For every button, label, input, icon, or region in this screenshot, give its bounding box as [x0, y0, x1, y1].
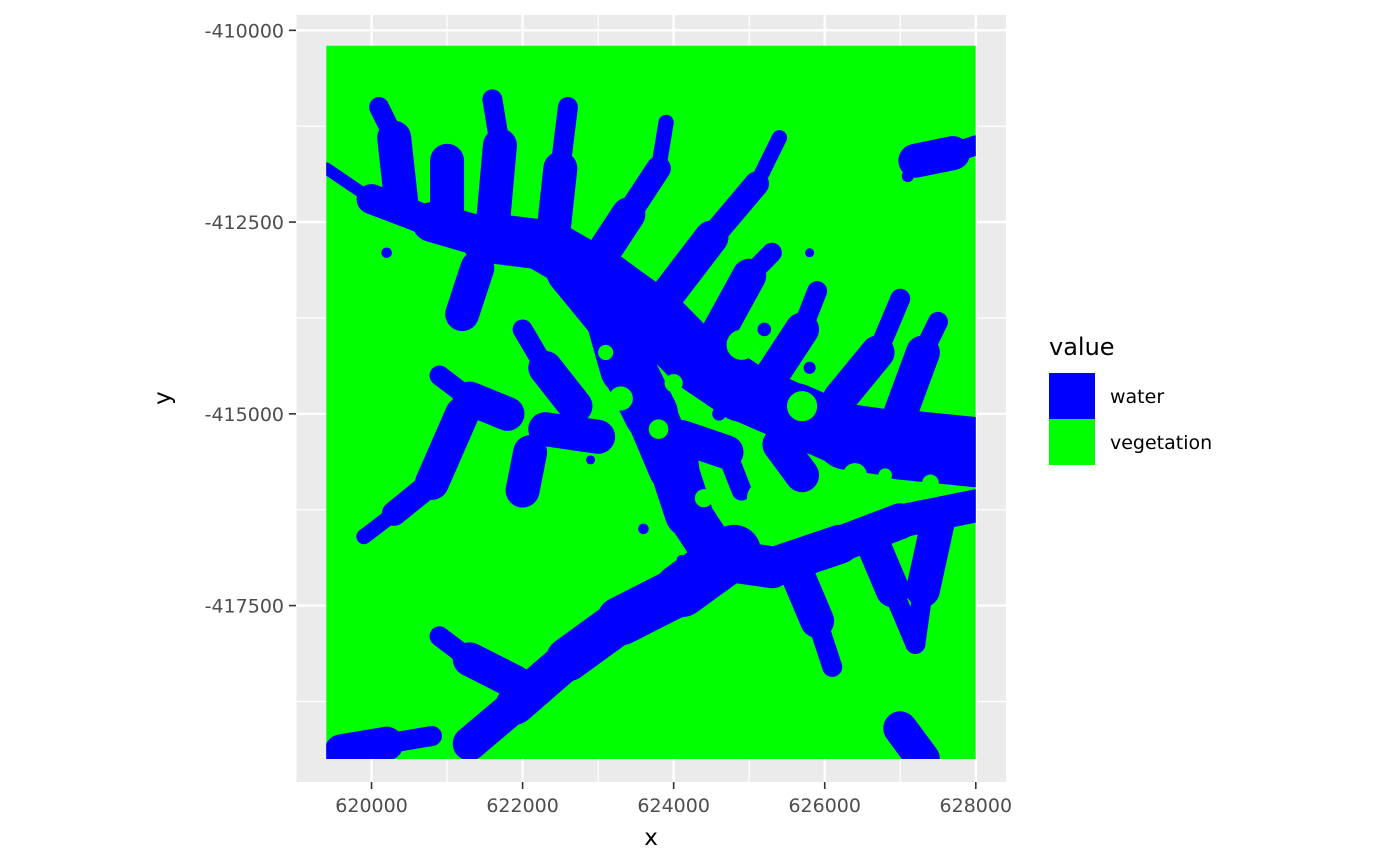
- legend-label-water: water: [1110, 386, 1164, 408]
- vegetation-islands: [564, 329, 939, 540]
- water-channel-segment: [883, 711, 940, 759]
- vegetation-island: [746, 480, 782, 516]
- legend-key-water: [1049, 373, 1095, 419]
- y-axis-title: y: [150, 391, 176, 405]
- water-channel-segment: [512, 319, 556, 378]
- water-patch: [638, 523, 649, 535]
- water-channel-segment: [429, 365, 480, 409]
- water-patch: [549, 210, 557, 219]
- water-channel-segment: [475, 128, 517, 247]
- vegetation-island: [694, 489, 713, 508]
- y-tick-label: -415000: [205, 404, 284, 426]
- water-patch: [468, 275, 486, 292]
- vegetation-island: [664, 374, 683, 393]
- x-axis-title: x: [644, 825, 658, 851]
- water-patch: [757, 322, 772, 337]
- water-patch: [848, 538, 861, 551]
- water-patch: [676, 555, 686, 565]
- vegetation-island: [922, 474, 939, 492]
- vegetation-island: [648, 419, 669, 439]
- vegetation-island: [842, 463, 868, 488]
- water-channel-segment: [377, 120, 419, 224]
- water-channel-segment: [792, 281, 828, 340]
- water-patch: [901, 170, 914, 183]
- y-tick-label: -412500: [205, 212, 284, 234]
- water-patch: [712, 407, 726, 421]
- water-channel-segment: [739, 242, 782, 286]
- y-tick-label: -417500: [205, 596, 284, 618]
- water-layer: [326, 89, 976, 759]
- water-channel-segment: [912, 311, 949, 363]
- y-tick-label: -410000: [205, 20, 284, 42]
- water-patch: [803, 361, 816, 374]
- x-tick-label: 626000: [788, 795, 861, 817]
- water-patch: [381, 247, 392, 259]
- x-axis: 620000 622000 624000 626000 628000: [335, 782, 1012, 817]
- water-channel-segment: [905, 580, 933, 654]
- water-channel-segment: [694, 258, 767, 362]
- water-channel-segment: [528, 412, 616, 454]
- water-channel-segment: [807, 610, 843, 677]
- water-channel-segment: [650, 114, 674, 177]
- water-channel-segment: [641, 220, 729, 324]
- water-channel-segment: [414, 396, 480, 500]
- water-channel-segment: [716, 442, 752, 501]
- water-channel-segment: [376, 725, 442, 754]
- vegetation-island: [878, 468, 892, 482]
- water-channel-segment: [865, 409, 976, 488]
- vegetation-island: [598, 344, 614, 361]
- water-channel-segment: [943, 135, 976, 164]
- vegetation-island: [786, 391, 818, 422]
- water-channel-segment: [429, 626, 480, 670]
- water-channel-segment: [369, 97, 405, 148]
- water-channel-segment: [616, 156, 671, 227]
- legend-title: value: [1049, 333, 1115, 361]
- vegetation-island: [564, 518, 587, 540]
- x-tick-label: 620000: [335, 795, 408, 817]
- x-tick-label: 622000: [486, 795, 559, 817]
- water-channel-segment: [505, 435, 548, 508]
- water-channel-segment: [482, 89, 510, 156]
- raster-layer: [326, 45, 976, 759]
- legend-key-vegetation: [1049, 419, 1095, 465]
- water-patch: [805, 248, 815, 258]
- water-channel-segment: [883, 335, 940, 431]
- legend-label-vegetation: vegetation: [1110, 432, 1212, 454]
- water-channel-segment: [381, 470, 445, 526]
- water-channel-segment: [867, 288, 911, 363]
- water-channel-segment: [550, 97, 578, 179]
- vegetation-island: [726, 329, 757, 360]
- water-channel-segment: [699, 171, 770, 250]
- water-channel-segment: [535, 151, 578, 255]
- water-patch: [586, 455, 596, 465]
- water-channel-segment: [749, 130, 788, 192]
- x-tick-label: 624000: [637, 795, 710, 817]
- x-tick-label: 628000: [940, 795, 1013, 817]
- water-channel-segment: [905, 504, 956, 608]
- y-axis: -410000 -412500 -415000 -417500: [205, 20, 296, 618]
- water-channel-segment: [452, 688, 533, 759]
- legend: value water vegetation: [1049, 333, 1212, 465]
- vegetation-island: [608, 386, 633, 411]
- water-channel-segment: [762, 427, 820, 493]
- water-channel-segment: [356, 505, 402, 545]
